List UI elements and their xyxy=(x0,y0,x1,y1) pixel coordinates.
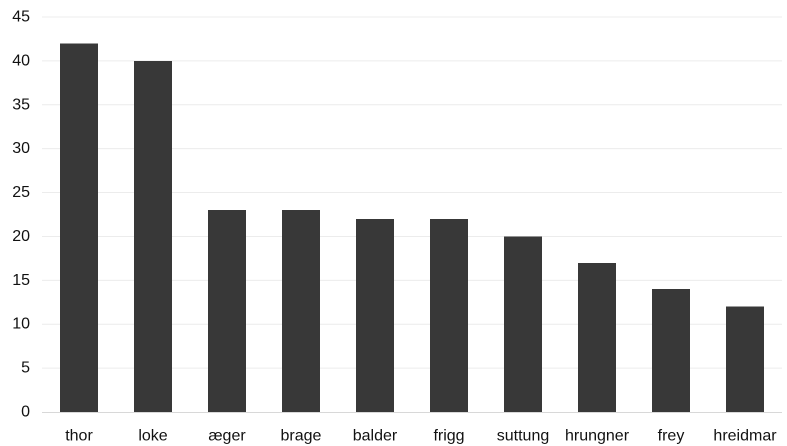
y-tick-label: 5 xyxy=(21,360,30,377)
bar-brage xyxy=(282,210,320,412)
bar-loke xyxy=(134,60,172,413)
bar-frigg xyxy=(430,218,468,412)
x-tick-label: balder xyxy=(353,428,398,445)
y-tick-label: 30 xyxy=(12,140,30,157)
x-tick-label: æger xyxy=(208,428,246,445)
bars xyxy=(60,43,764,413)
y-tick-labels: 0 5 10 15 20 25 30 35 40 45 xyxy=(12,9,30,421)
bar-thor xyxy=(60,43,98,412)
y-tick-label: 35 xyxy=(12,96,30,113)
y-tick-label: 10 xyxy=(12,316,30,333)
x-tick-label: brage xyxy=(281,428,322,445)
y-tick-label: 20 xyxy=(12,228,30,245)
x-tick-label: frigg xyxy=(433,428,464,445)
bar-æger xyxy=(208,210,246,412)
x-tick-labels: thor loke æger brage balder frigg suttung hrung… xyxy=(65,428,777,445)
bar-hreidmar xyxy=(726,306,764,412)
x-tick-label: frey xyxy=(658,428,685,445)
y-tick-label: 15 xyxy=(12,272,30,289)
y-tick-label: 0 xyxy=(21,404,30,421)
x-tick-label: suttung xyxy=(497,428,549,445)
bar-frey xyxy=(652,289,690,412)
y-tick-label: 45 xyxy=(12,9,30,26)
bar-suttung xyxy=(504,236,542,412)
x-tick-label: hreidmar xyxy=(713,428,777,445)
bar-balder xyxy=(356,218,394,412)
y-tick-label: 40 xyxy=(12,52,30,69)
y-tick-label: 25 xyxy=(12,184,30,201)
x-tick-label: loke xyxy=(138,428,167,445)
bar-hrungner xyxy=(578,262,616,412)
x-tick-label: thor xyxy=(65,428,93,445)
x-tick-label: hrungner xyxy=(565,428,630,445)
